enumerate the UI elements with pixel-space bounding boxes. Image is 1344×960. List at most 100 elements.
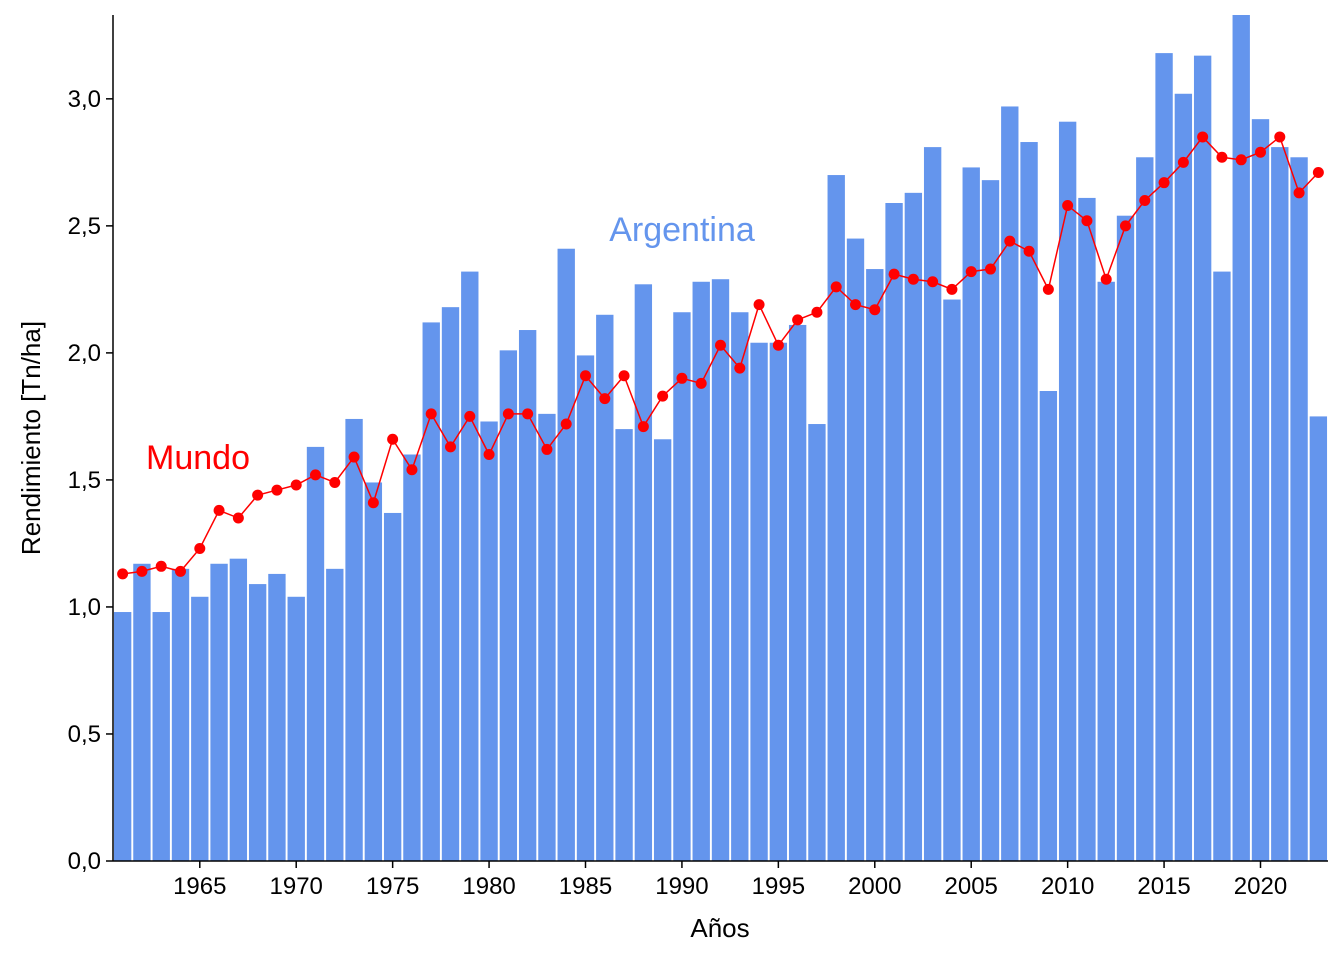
bar-2022 bbox=[1290, 157, 1308, 861]
bar-2006 bbox=[981, 180, 1000, 861]
bar-1961 bbox=[113, 612, 132, 861]
mundo-label: Mundo bbox=[146, 439, 250, 477]
bar-1985 bbox=[576, 355, 595, 861]
bar-2007 bbox=[1001, 106, 1019, 861]
mundo-point-1990 bbox=[676, 372, 688, 384]
x-tick-label: 1985 bbox=[559, 873, 612, 900]
bar-2011 bbox=[1078, 197, 1096, 862]
mundo-point-1973 bbox=[348, 451, 360, 463]
y-axis-ticks: 0,0 0,5 1,0 1,5 2,0 2,5 3,0 bbox=[68, 86, 113, 875]
mundo-point-1984 bbox=[560, 418, 572, 430]
x-tick-label: 1975 bbox=[366, 873, 419, 900]
bar-1972 bbox=[326, 568, 344, 861]
bar-1973 bbox=[345, 418, 363, 861]
bar-2010 bbox=[1058, 121, 1077, 861]
bar-1998 bbox=[827, 175, 845, 862]
mundo-point-1977 bbox=[425, 408, 437, 420]
mundo-point-1999 bbox=[850, 299, 861, 311]
y-tick-label: 0,5 bbox=[68, 721, 101, 748]
bar-1969 bbox=[268, 573, 286, 861]
mundo-point-2005 bbox=[965, 266, 977, 278]
mundo-point-2006 bbox=[985, 263, 996, 275]
mundo-point-1976 bbox=[406, 464, 418, 476]
x-tick-label: 2005 bbox=[945, 873, 998, 900]
bar-2008 bbox=[1020, 142, 1038, 861]
mundo-point-1965 bbox=[194, 543, 206, 555]
bar-1991 bbox=[692, 281, 710, 861]
mundo-point-1964 bbox=[175, 565, 186, 577]
mundo-point-2010 bbox=[1062, 200, 1074, 212]
bar-2009 bbox=[1039, 391, 1058, 861]
bar-1974 bbox=[364, 482, 383, 861]
mundo-point-1979 bbox=[464, 410, 476, 422]
bar-2017 bbox=[1193, 55, 1212, 861]
bar-2016 bbox=[1174, 93, 1193, 861]
bar-2014 bbox=[1136, 157, 1154, 861]
mundo-point-1987 bbox=[618, 370, 630, 382]
mundo-point-1988 bbox=[637, 421, 649, 433]
x-tick-label: 1980 bbox=[462, 873, 515, 900]
mundo-point-1994 bbox=[753, 299, 765, 311]
mundo-point-2012 bbox=[1100, 273, 1112, 285]
mundo-point-2002 bbox=[907, 273, 919, 285]
mundo-point-2007 bbox=[1004, 235, 1016, 247]
y-tick-label: 3,0 bbox=[68, 86, 101, 113]
bar-2000 bbox=[866, 269, 884, 861]
mundo-point-2003 bbox=[927, 276, 939, 288]
mundo-point-2023 bbox=[1312, 167, 1324, 179]
mundo-point-1995 bbox=[772, 339, 784, 351]
mundo-point-1966 bbox=[213, 504, 225, 516]
x-axis-ticks: 1965 1970 1975 1980 1985 1990 1995 2000 2005 2010… bbox=[173, 861, 1287, 900]
bar-1967 bbox=[229, 558, 248, 861]
mundo-point-2019 bbox=[1235, 154, 1247, 166]
bar-2003 bbox=[923, 147, 942, 862]
mundo-point-1969 bbox=[271, 484, 283, 496]
x-tick-label: 2000 bbox=[848, 873, 901, 900]
bar-1982 bbox=[518, 330, 537, 861]
mundo-point-1991 bbox=[695, 377, 707, 389]
bar-2012 bbox=[1097, 281, 1115, 861]
bar-1977 bbox=[422, 322, 440, 861]
y-tick-label: 0,0 bbox=[68, 848, 101, 875]
bar-1964 bbox=[171, 568, 190, 861]
x-tick-label: 1995 bbox=[752, 873, 805, 900]
mundo-point-1986 bbox=[599, 393, 611, 405]
bar-2019 bbox=[1232, 15, 1250, 861]
bar-1976 bbox=[403, 454, 421, 861]
bar-2004 bbox=[943, 299, 961, 861]
bar-1987 bbox=[615, 429, 633, 861]
x-tick-label: 2010 bbox=[1041, 873, 1094, 900]
mundo-point-1992 bbox=[715, 339, 726, 351]
mundo-point-2009 bbox=[1042, 283, 1054, 295]
mundo-point-2014 bbox=[1139, 194, 1151, 206]
argentina-bars bbox=[113, 15, 1328, 862]
x-tick-label: 2020 bbox=[1234, 873, 1287, 900]
y-axis-title: Rendimiento [Tn/ha] bbox=[16, 321, 46, 555]
mundo-series bbox=[117, 131, 1324, 580]
bar-2018 bbox=[1213, 271, 1231, 862]
y-tick-label: 1,0 bbox=[68, 594, 101, 621]
mundo-point-1972 bbox=[329, 476, 341, 488]
bar-2023 bbox=[1309, 416, 1328, 861]
mundo-point-2016 bbox=[1177, 156, 1189, 168]
bar-1979 bbox=[461, 271, 479, 862]
x-axis-title: Años bbox=[690, 913, 749, 943]
mundo-point-1983 bbox=[541, 443, 553, 455]
bar-1994 bbox=[750, 342, 768, 862]
y-tick-label: 2,5 bbox=[68, 213, 101, 240]
bar-2002 bbox=[904, 192, 923, 862]
bar-1984 bbox=[557, 248, 575, 862]
bar-2013 bbox=[1116, 215, 1135, 861]
bar-1962 bbox=[133, 563, 151, 861]
mundo-point-2011 bbox=[1081, 215, 1093, 227]
mundo-point-1985 bbox=[580, 370, 591, 382]
bar-2001 bbox=[885, 203, 903, 861]
y-tick-label: 1,5 bbox=[68, 467, 101, 494]
bar-2015 bbox=[1155, 53, 1173, 862]
mundo-point-1963 bbox=[155, 560, 167, 572]
bar-1966 bbox=[210, 563, 228, 861]
bar-2005 bbox=[962, 167, 980, 861]
mundo-point-2004 bbox=[946, 283, 958, 295]
bar-1983 bbox=[538, 413, 556, 861]
